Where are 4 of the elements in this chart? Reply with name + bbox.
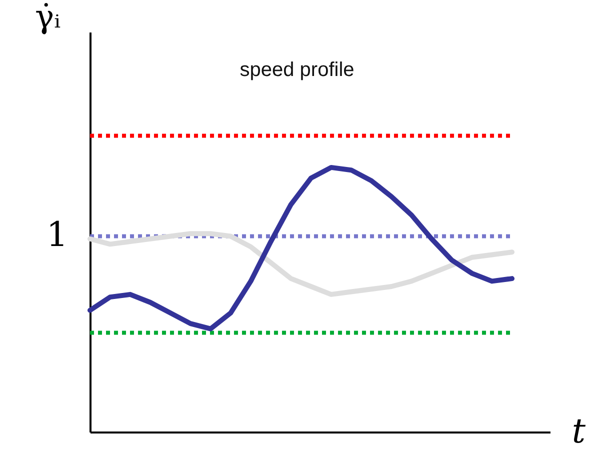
ref-line-label: 1 [46, 215, 68, 256]
y-axis-title: γ̇ᵢ [34, 0, 60, 36]
x-axis-title: t [572, 412, 586, 450]
chart-title: speed profile [240, 59, 354, 81]
